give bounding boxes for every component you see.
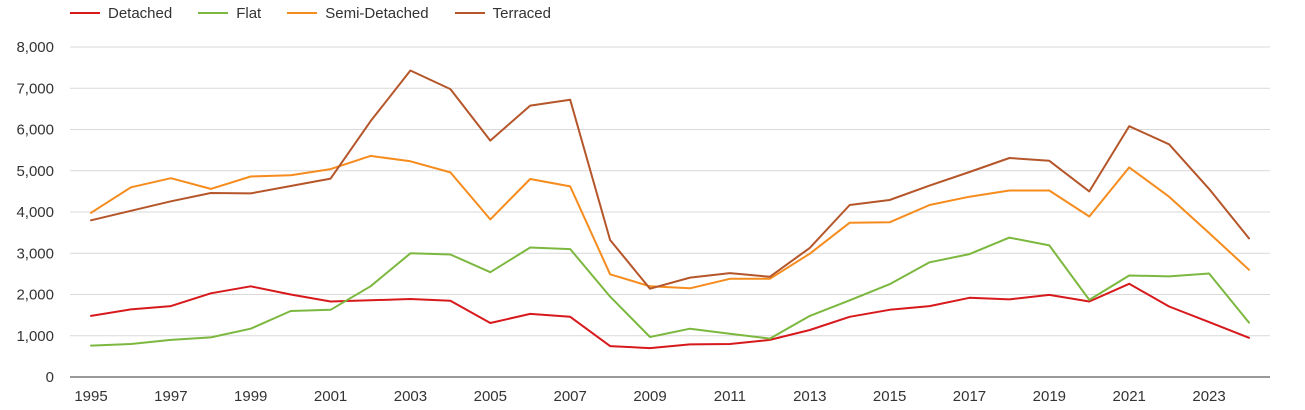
y-tick-label: 0: [46, 369, 54, 386]
x-tick-label: 2021: [1113, 388, 1146, 405]
x-tick-label: 2011: [714, 388, 746, 405]
legend-swatch-flat: [198, 12, 229, 14]
series-line-terraced: [90, 69, 1250, 290]
legend-item-terraced[interactable]: Terraced: [454, 4, 551, 22]
x-tick-label: 2003: [394, 388, 427, 405]
x-tick-label: 1999: [234, 388, 267, 405]
series-line-flat: [90, 236, 1250, 347]
y-tick-label: 8,000: [16, 39, 54, 56]
x-tick-label: 2009: [633, 388, 666, 405]
x-tick-label: 2019: [1033, 388, 1066, 405]
legend-label-terraced: Terraced: [492, 4, 551, 22]
legend-label-semi-detached: Semi-Detached: [325, 4, 429, 22]
x-tick-label: 2001: [314, 388, 347, 405]
legend-label-flat: Flat: [236, 4, 262, 22]
x-tick-label: 2007: [553, 388, 586, 405]
legend-label-detached: Detached: [108, 4, 173, 22]
y-tick-label: 4,000: [16, 204, 54, 221]
x-tick-label: 2013: [793, 388, 826, 405]
legend-item-flat[interactable]: Flat: [198, 5, 261, 22]
y-tick-label: 3,000: [16, 245, 54, 262]
x-tick-label: 1995: [74, 388, 107, 405]
x-tick-label: 2017: [953, 388, 986, 405]
chart-legend: Detached Flat Semi-Detached Terraced: [70, 3, 577, 23]
y-tick-label: 7,000: [16, 80, 54, 97]
legend-item-semi-detached[interactable]: Semi-Detached: [287, 4, 429, 22]
x-tick-label: 1997: [154, 388, 187, 405]
legend-swatch-terraced: [454, 12, 485, 14]
x-tick-label: 2015: [873, 388, 906, 405]
y-tick-label: 6,000: [16, 122, 54, 139]
legend-item-detached[interactable]: Detached: [70, 5, 172, 22]
y-tick-label: 5,000: [16, 163, 54, 180]
series-line-semi-detached: [90, 154, 1250, 290]
legend-swatch-detached: [70, 12, 100, 14]
y-tick-label: 2,000: [16, 287, 54, 304]
x-tick-label: 2023: [1192, 388, 1225, 405]
y-tick-label: 1,000: [16, 328, 54, 345]
legend-swatch-semi-detached: [287, 12, 318, 14]
x-tick-label: 2005: [474, 388, 507, 405]
series-line-detached: [90, 282, 1250, 350]
